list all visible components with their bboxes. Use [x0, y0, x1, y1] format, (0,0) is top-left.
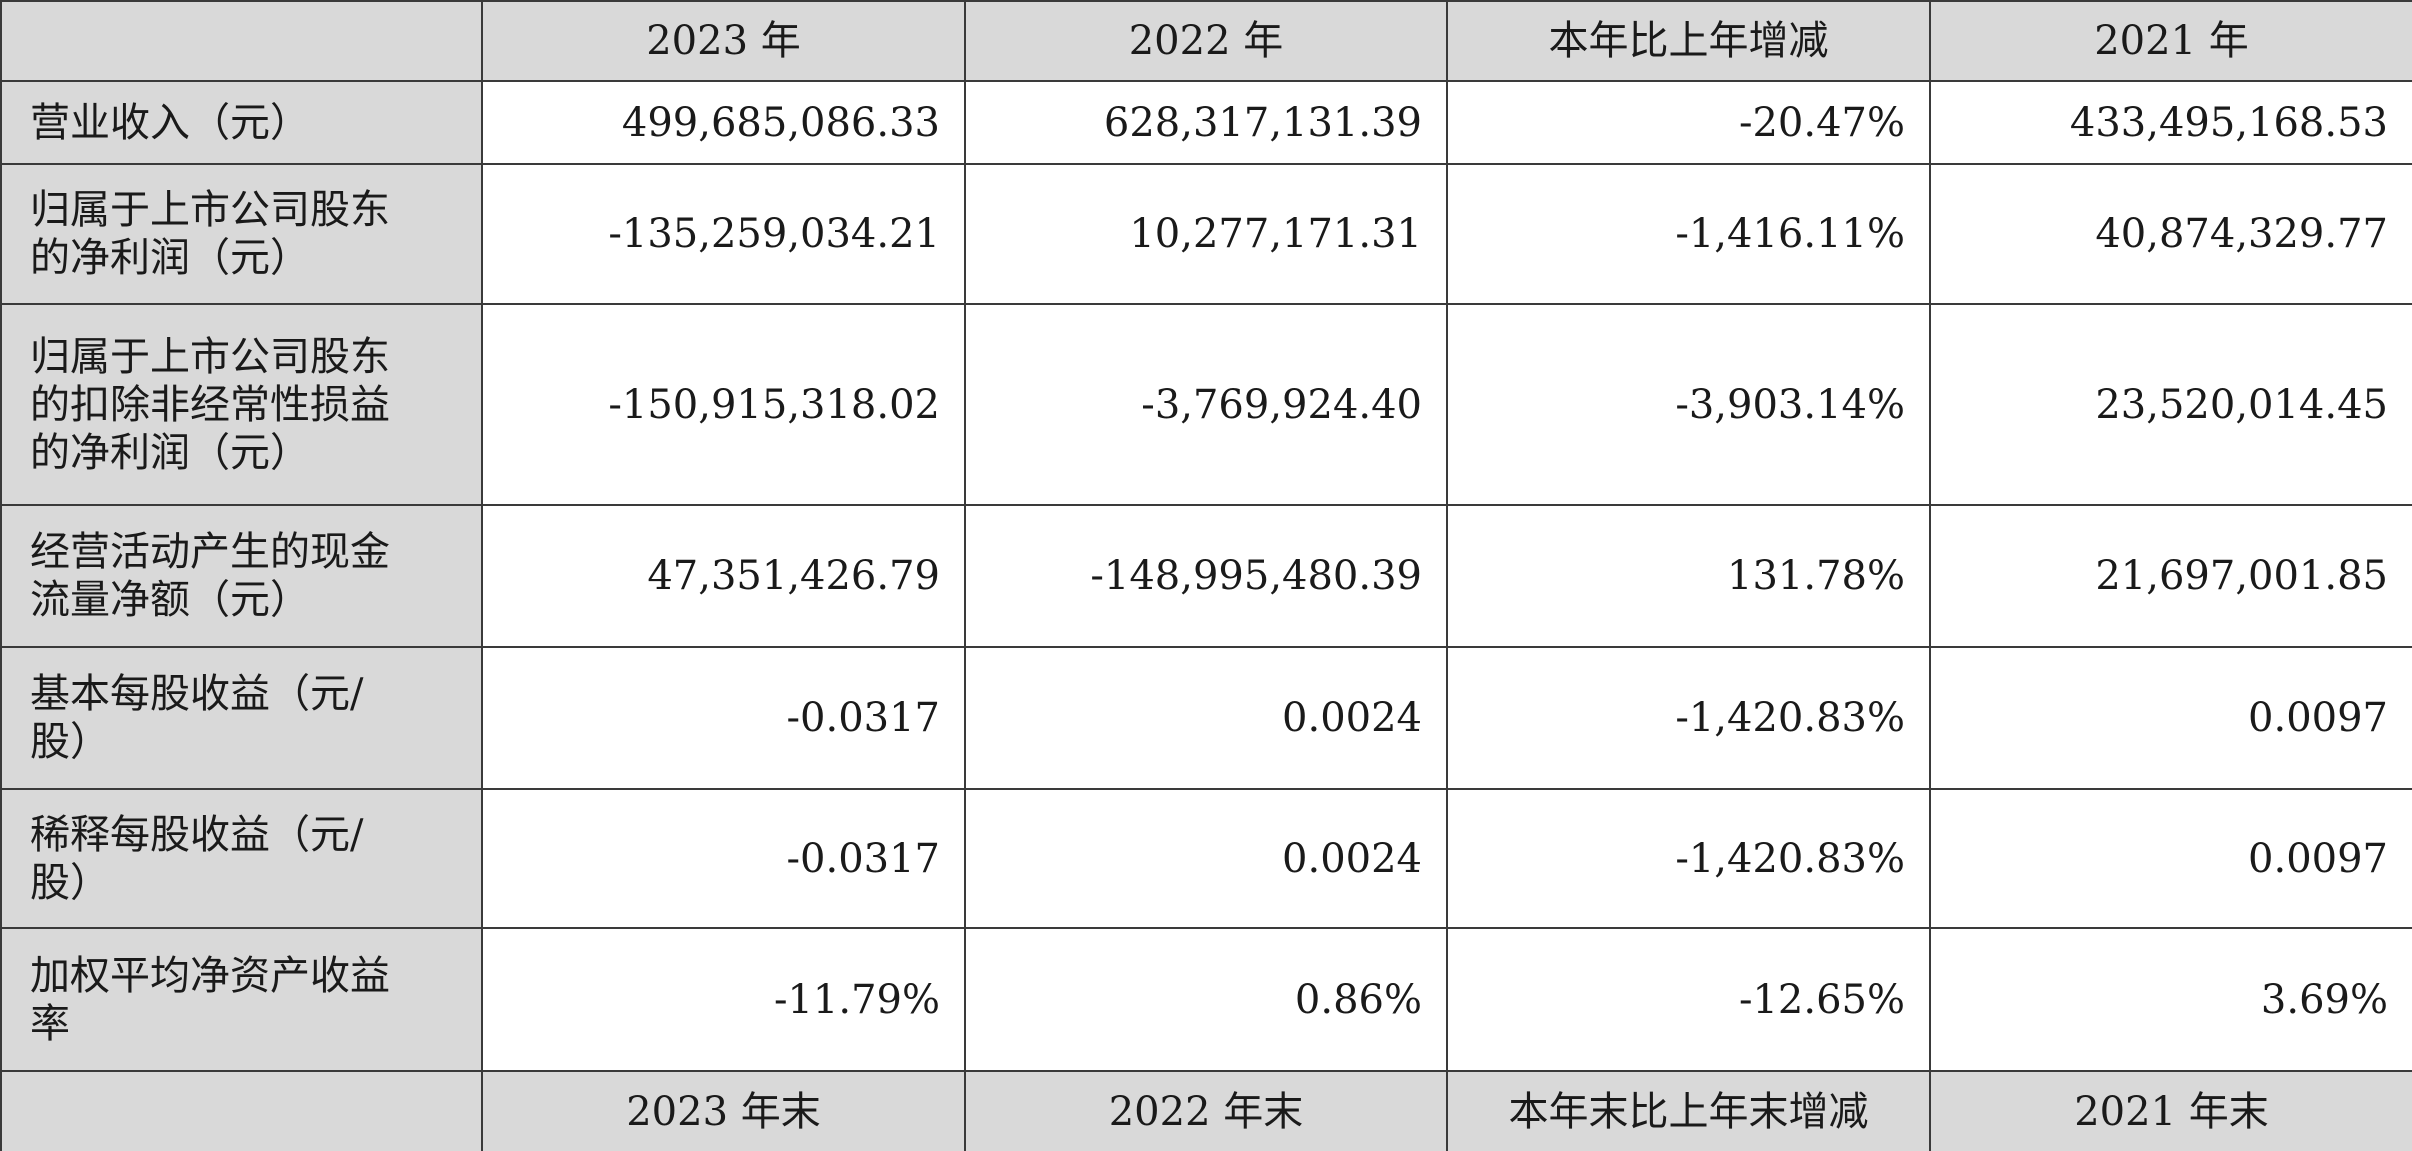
value-cell: 433,495,168.53 — [1929, 80, 2412, 165]
value-cell: -0.0317 — [481, 646, 966, 790]
value-cell: -1,420.83% — [1446, 788, 1931, 929]
value-cell: -12.65% — [1446, 927, 1931, 1072]
value-cell: -0.0317 — [481, 788, 966, 929]
footer-cell: 2023 年末 — [481, 1070, 966, 1151]
footer-cell: 2021 年末 — [1929, 1070, 2412, 1151]
row-label: 归属于上市公司股东 的扣除非经常性损益 的净利润（元） — [0, 303, 483, 506]
row-label: 经营活动产生的现金 流量净额（元） — [0, 504, 483, 648]
row-label-line: 股） — [30, 719, 110, 765]
value-cell: 23,520,014.45 — [1929, 303, 2412, 506]
value-cell: -1,416.11% — [1446, 163, 1931, 305]
header-cell: 2022 年 — [964, 0, 1448, 82]
value-cell: 499,685,086.33 — [481, 80, 966, 165]
footer-cell — [0, 1070, 483, 1151]
value-cell: 3.69% — [1929, 927, 2412, 1072]
value-cell: 47,351,426.79 — [481, 504, 966, 648]
row-label-line: 归属于上市公司股东 — [30, 187, 390, 233]
header-row: 2023 年 2022 年本年比上年增减 2021 年 — [0, 0, 2412, 82]
row-label-line: 稀释每股收益（元/ — [30, 811, 364, 858]
row-label-line: 基本每股收益（元/ — [30, 671, 364, 717]
value-cell: 0.0024 — [964, 646, 1448, 790]
header-cell: 本年比上年增减 — [1446, 0, 1931, 82]
value-cell: 0.0024 — [964, 788, 1448, 929]
row-label-line: 经营活动产生的现金 — [30, 529, 390, 575]
value-cell: 0.0097 — [1929, 646, 2412, 790]
data-row: 基本每股收益（元/股） -0.0317 0.0024 -1,420.83% 0.0097 — [0, 646, 2412, 790]
data-row: 加权平均净资产收益率 -11.79% 0.86% -12.65% 3.69% — [0, 927, 2412, 1072]
value-cell: -20.47% — [1446, 80, 1931, 165]
value-cell: 21,697,001.85 — [1929, 504, 2412, 648]
value-cell: 131.78% — [1446, 504, 1931, 648]
value-cell: -3,903.14% — [1446, 303, 1931, 506]
row-label-line: 的净利润（元） — [30, 429, 310, 476]
value-cell: 40,874,329.77 — [1929, 163, 2412, 305]
row-label: 稀释每股收益（元/股） — [0, 788, 483, 929]
data-row: 归属于上市公司股东 的扣除非经常性损益 的净利润（元） -150,915,318.02… — [0, 303, 2412, 506]
data-row: 归属于上市公司股东 的净利润（元） -135,259,034.21 10,277,17… — [0, 163, 2412, 305]
row-label-line: 流量净额（元） — [30, 577, 310, 623]
row-label-line: 股） — [30, 859, 110, 906]
row-label: 基本每股收益（元/股） — [0, 646, 483, 790]
header-cell — [0, 0, 483, 82]
row-label-line: 的扣除非经常性损益 — [30, 381, 390, 428]
data-row: 稀释每股收益（元/股） -0.0317 0.0024 -1,420.83% 0.0097 — [0, 788, 2412, 929]
footer-row: 2023 年末 2022 年末 本年末比上年末增减 2021 年末 — [0, 1070, 2412, 1151]
value-cell: 0.86% — [964, 927, 1448, 1072]
footer-cell: 2022 年末 — [964, 1070, 1448, 1151]
data-row: 营业收入（元） 499,685,086.33 628,317,131.39 -20.4… — [0, 80, 2412, 165]
row-label-line: 加权平均净资产收益 — [30, 952, 390, 999]
row-label: 营业收入（元） — [0, 80, 483, 165]
value-cell: -150,915,318.02 — [481, 303, 966, 506]
value-cell: 10,277,171.31 — [964, 163, 1448, 305]
data-row: 经营活动产生的现金 流量净额（元） 47,351,426.79 -148,995,48… — [0, 504, 2412, 648]
value-cell: 0.0097 — [1929, 788, 2412, 929]
row-label-line: 的净利润（元） — [30, 235, 310, 281]
footer-cell: 本年末比上年末增减 — [1446, 1070, 1931, 1151]
row-label-line: 率 — [30, 1000, 70, 1047]
header-cell: 2023 年 — [481, 0, 966, 82]
value-cell: -11.79% — [481, 927, 966, 1072]
value-cell: 628,317,131.39 — [964, 80, 1448, 165]
row-label: 加权平均净资产收益率 — [0, 927, 483, 1072]
value-cell: -1,420.83% — [1446, 646, 1931, 790]
row-label: 归属于上市公司股东 的净利润（元） — [0, 163, 483, 305]
value-cell: -148,995,480.39 — [964, 504, 1448, 648]
value-cell: -135,259,034.21 — [481, 163, 966, 305]
value-cell: -3,769,924.40 — [964, 303, 1448, 506]
row-label-line: 营业收入（元） — [30, 99, 310, 146]
header-cell: 2021 年 — [1929, 0, 2412, 82]
row-label-line: 归属于上市公司股东 — [30, 333, 390, 380]
